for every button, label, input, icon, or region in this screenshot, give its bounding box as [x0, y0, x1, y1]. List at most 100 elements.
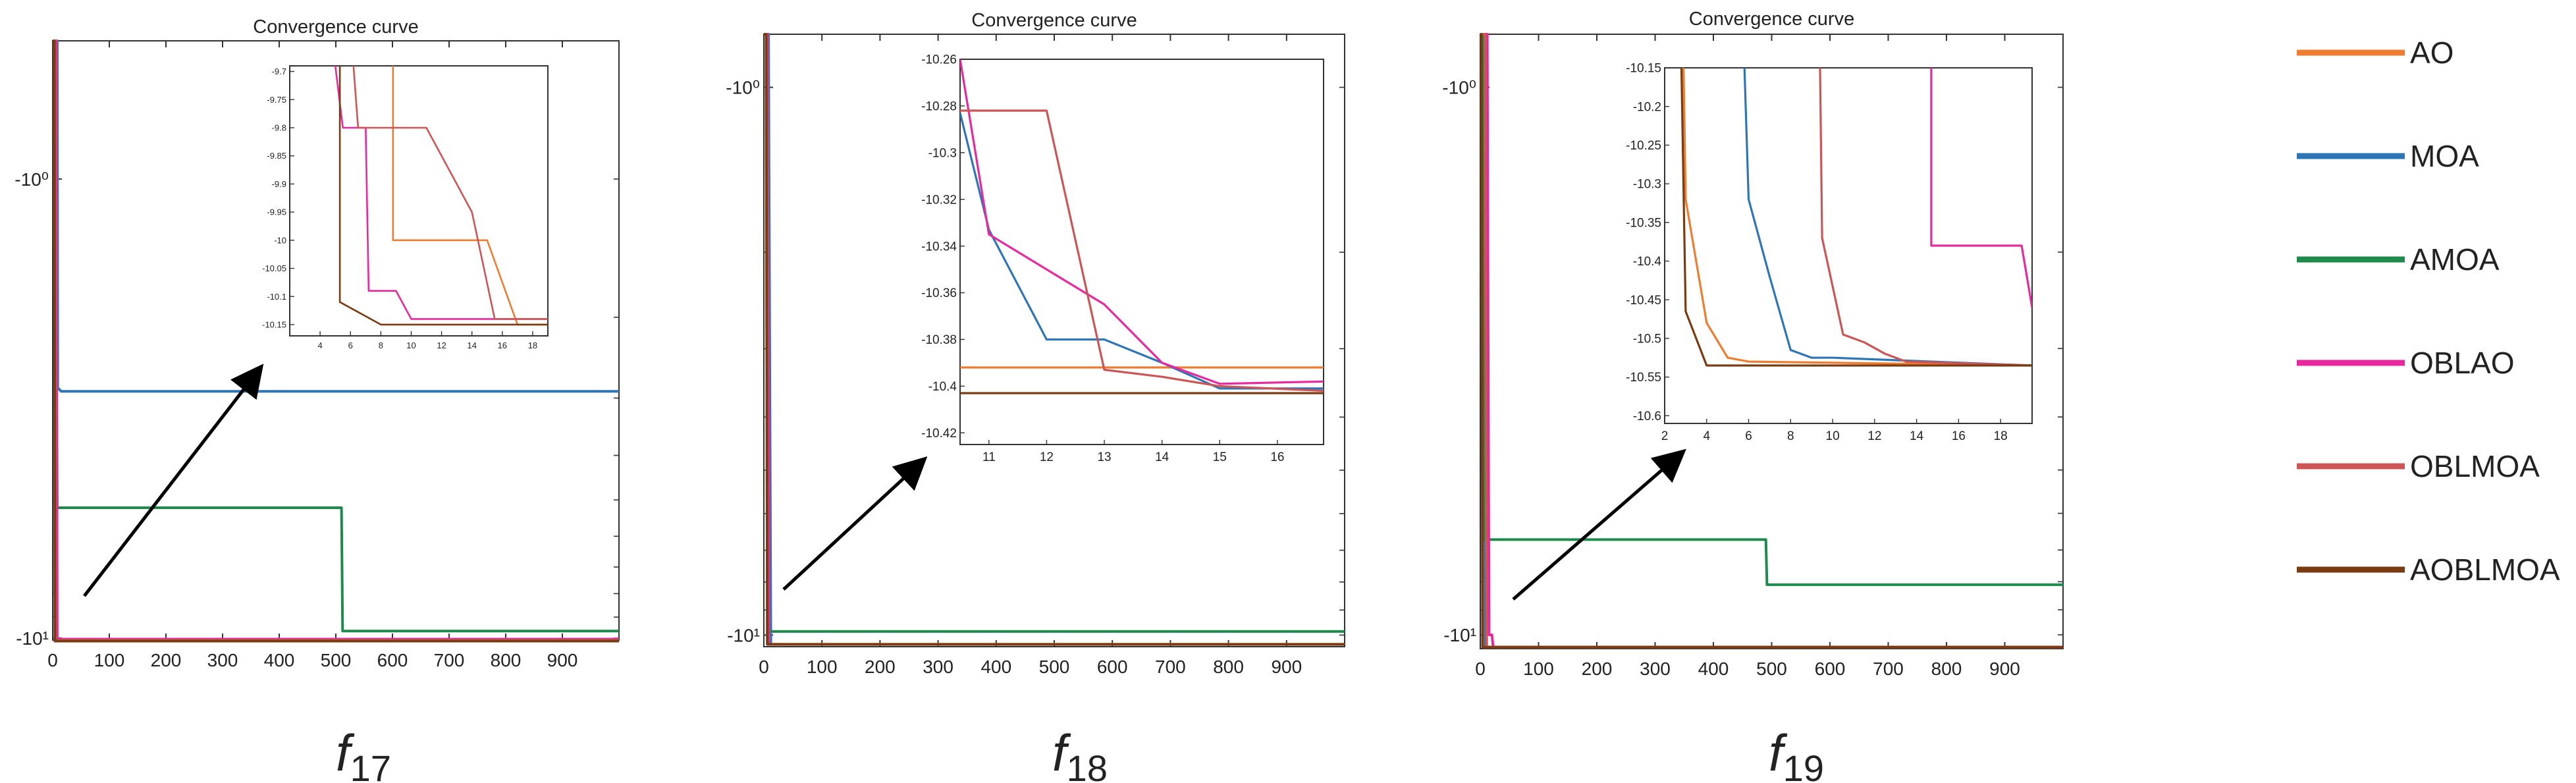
series-line-aoblmoa: [1480, 33, 2063, 649]
inset-x-tick-label: 11: [982, 450, 996, 464]
x-tick-label: 400: [1698, 659, 1729, 679]
inset-x-tick-label: 6: [348, 340, 353, 350]
x-tick-label: 0: [759, 657, 769, 677]
legend-item-oblao: OBLAO: [2297, 346, 2515, 380]
inset-x-tick-label: 14: [467, 340, 476, 350]
panel-caption: f19: [1769, 724, 1824, 783]
inset-series-line-oblao: [960, 59, 1324, 385]
y-tick-label: -10⁰: [726, 78, 760, 98]
inset-x-tick-label: 18: [528, 340, 537, 350]
zoom-arrow: [1512, 448, 1686, 601]
inset-y-tick-label: -9.95: [267, 207, 286, 217]
inset-x-tick-label: 14: [1910, 429, 1924, 443]
x-tick-label: 800: [1931, 659, 1962, 679]
inset-y-tick-label: -10.28: [921, 100, 957, 114]
x-tick-label: 700: [434, 650, 465, 670]
inset-x-tick-label: 4: [318, 340, 323, 350]
inset-series-line-oblao: [334, 66, 548, 320]
x-tick-label: 300: [207, 650, 238, 670]
inset-y-tick-label: -10.15: [262, 319, 286, 329]
x-tick-label: 500: [1039, 657, 1070, 677]
x-tick-label: 200: [1582, 659, 1613, 679]
inset-y-tick-label: -10.32: [921, 193, 957, 207]
x-tick-label: 0: [1475, 659, 1486, 679]
x-tick-label: 600: [1097, 657, 1128, 677]
x-tick-label: 100: [807, 657, 838, 677]
chart-panel-f17: Convergence curve 0 100 200 300 400 500 600 700 8…: [14, 16, 620, 783]
inset-y-tick-label: -10.26: [921, 53, 957, 67]
legend-label: AOBLMOA: [2410, 553, 2560, 587]
inset-y-tick-label: -10.5: [1633, 333, 1661, 346]
inset-y-tick-label: -10.3: [1633, 178, 1661, 192]
inset-y-tick-label: -10.25: [1626, 139, 1661, 153]
inset-series-line-aoblmoa: [338, 66, 548, 326]
inset-x-tick-label: 2: [1661, 429, 1669, 443]
inset-x-tick-label: 16: [1952, 429, 1966, 443]
legend-label: MOA: [2410, 139, 2479, 173]
x-tick-label: 200: [151, 650, 182, 670]
inset-plot: 11 12 13 14 15 16 -10.26 -10.28 -10.3 -10.32 -10.3…: [921, 53, 1324, 464]
x-tick-label: 700: [1873, 659, 1904, 679]
inset-frame: [959, 59, 1324, 445]
x-tick-label: 500: [321, 650, 352, 670]
x-tick-label: 300: [1640, 659, 1671, 679]
inset-y-tick-label: -10.42: [921, 427, 957, 441]
inset-x-tick-label: 10: [1826, 429, 1840, 443]
inset-plot: 4 6 8 10 12 14 16 18 -9.7 -9.75 -9.8 -9.85 -9.9 -9.95…: [262, 65, 549, 350]
x-tick-label: 900: [1271, 657, 1302, 677]
x-tick-label: 900: [1989, 659, 2020, 679]
inset-series-line-ao: [1682, 68, 2032, 367]
inset-y-tick-label: -10.6: [1633, 410, 1661, 423]
x-tick-label: 900: [547, 650, 578, 670]
inset-y-tick-label: -10.35: [1626, 216, 1661, 230]
x-tick-label: 600: [377, 650, 408, 670]
zoom-arrow: [83, 364, 264, 597]
inset-x-tick-label: 16: [1270, 450, 1284, 464]
chart-title: Convergence curve: [971, 10, 1137, 31]
series-line-aoblmoa: [53, 40, 619, 643]
inset-y-tick-label: -10.4: [928, 380, 957, 394]
inset-series-line-oblmoa: [960, 109, 1324, 392]
inset-y-tick-label: -10.3: [928, 146, 957, 160]
inset-y-tick-label: -10.34: [921, 240, 957, 254]
legend-label: OBLAO: [2410, 346, 2515, 380]
legend-label: AO: [2410, 36, 2454, 70]
x-tick-label: 500: [1756, 659, 1787, 679]
panel-caption: f17: [336, 724, 391, 783]
inset-x-tick-label: 4: [1703, 429, 1710, 443]
inset-y-tick-label: -10.15: [1626, 62, 1661, 76]
zoom-arrow: [782, 456, 928, 591]
inset-series-line-aoblmoa: [1680, 68, 2032, 367]
chart-panel-f18: Convergence curve 0 100 200 300 400 500 600 700 8…: [726, 10, 1345, 783]
x-tick-label: 400: [264, 650, 295, 670]
inset-y-tick-label: -9.9: [272, 179, 286, 189]
inset-y-tick-label: -10: [274, 235, 286, 245]
inset-x-tick-label: 6: [1745, 429, 1752, 443]
x-tick-label: 400: [980, 657, 1011, 677]
y-tick-label: -10⁰: [1442, 78, 1476, 98]
inset-x-tick-label: 16: [498, 340, 507, 350]
inset-plot: 2 4 6 8 10 12 14 16 18 -10.15 -10.2 -10.25 -10.3 -10.…: [1626, 62, 2033, 443]
inset-x-tick-label: 12: [1867, 429, 1881, 443]
inset-y-tick-label: -10.36: [921, 286, 957, 300]
legend-label: OBLMOA: [2410, 449, 2540, 483]
x-tick-label: 800: [491, 650, 522, 670]
inset-y-tick-label: -9.7: [272, 67, 286, 76]
x-tick-label: 100: [1523, 659, 1554, 679]
inset-y-tick-label: -10.05: [262, 263, 286, 273]
y-tick-label: -10⁰: [14, 169, 49, 190]
inset-y-tick-label: -9.8: [272, 123, 286, 133]
inset-x-tick-label: 15: [1213, 450, 1227, 464]
x-tick-label: 700: [1155, 657, 1186, 677]
legend-item-moa: MOA: [2297, 139, 2479, 173]
inset-series-line-moa: [1743, 68, 2032, 367]
inset-y-tick-label: -10.1: [267, 292, 286, 302]
inset-x-tick-label: 8: [379, 340, 383, 350]
x-tick-label: 100: [94, 650, 125, 670]
chart-title: Convergence curve: [1689, 9, 1854, 30]
inset-series-line-oblmoa: [352, 66, 548, 320]
y-tick-label: -10¹: [727, 625, 760, 645]
x-tick-label: 0: [47, 650, 58, 670]
inset-x-tick-label: 10: [406, 340, 416, 350]
